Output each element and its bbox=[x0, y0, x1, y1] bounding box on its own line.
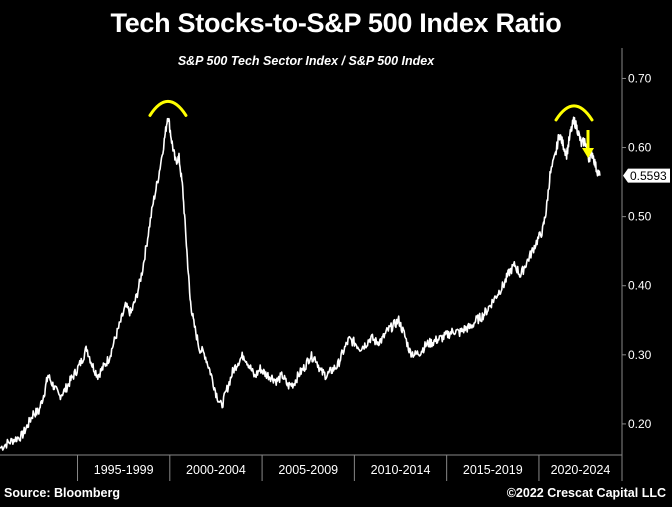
last-value-box bbox=[623, 168, 670, 183]
axes: 0.20 0.30 0.40 0.50 0.60 0.70 1995-1999 2000-20… bbox=[0, 48, 652, 481]
x-tick-label: 2000-2004 bbox=[186, 463, 246, 477]
x-tick-label: 2015-2019 bbox=[463, 463, 523, 477]
ratio-series-line bbox=[0, 116, 601, 451]
series-line-layer bbox=[0, 116, 601, 451]
y-tick-label: 0.20 bbox=[628, 417, 652, 431]
chart-title: Tech Stocks-to-S&P 500 Index Ratio bbox=[110, 8, 562, 38]
peak-arc-2021 bbox=[554, 104, 594, 122]
y-tick-label: 0.30 bbox=[628, 348, 652, 362]
x-tick-label: 2020-2024 bbox=[551, 463, 611, 477]
annotations: 0.5593 bbox=[148, 99, 670, 183]
chart-subtitle: S&P 500 Tech Sector Index / S&P 500 Inde… bbox=[177, 54, 435, 68]
y-tick-label: 0.70 bbox=[628, 71, 652, 85]
x-tick-label: 1995-1999 bbox=[94, 463, 154, 477]
source-note: Source: Bloomberg bbox=[4, 486, 120, 500]
y-tick-label: 0.40 bbox=[628, 279, 652, 293]
y-tick-label: 0.50 bbox=[628, 210, 652, 224]
down-arrow-icon bbox=[582, 148, 594, 158]
copyright-note: ©2022 Crescat Capital LLC bbox=[506, 486, 666, 500]
y-tick-label: 0.60 bbox=[628, 141, 652, 155]
x-tick-label: 2005-2009 bbox=[278, 463, 338, 477]
x-tick-label: 2010-2014 bbox=[371, 463, 431, 477]
peak-arc-2000 bbox=[148, 99, 188, 117]
last-value-label: 0.5593 bbox=[630, 169, 667, 183]
